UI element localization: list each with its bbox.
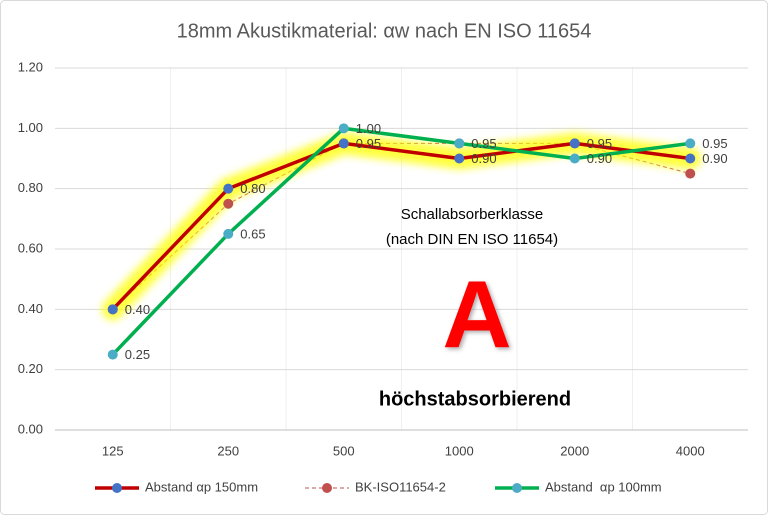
data-label: 0.90 [702,151,727,166]
marker [338,138,349,149]
y-tick-label: 0.20 [18,361,43,376]
data-label: 0.40 [125,302,150,317]
x-tick-label: 125 [102,443,124,458]
y-tick-label: 0.00 [18,421,43,436]
data-label: 0.90 [471,151,496,166]
data-label: 0.25 [125,347,150,362]
series-line [111,126,691,356]
marker [454,138,465,149]
marker [685,138,696,149]
y-tick-label: 0.40 [18,301,43,316]
marker [107,304,118,315]
x-tick-label: 4000 [676,443,705,458]
data-label: 0.95 [702,136,727,151]
legend-marker [322,483,332,493]
legend-marker [512,483,522,493]
marker [338,123,349,134]
chart-title: 18mm Akustikmaterial: αw nach EN ISO 116… [177,20,592,42]
plot-area: 0.00 0.20 0.40 0.60 0.80 1.00 1.20 125 250 500 100… [18,59,748,458]
data-label: 1.00 [356,121,381,136]
marker [223,183,234,194]
x-tick-label: 1000 [445,443,474,458]
annotation: (nach DIN EN ISO 11654) [386,231,558,248]
legend-label: Abstand αp 150mm [145,479,258,494]
y-tick-label: 1.20 [18,59,43,74]
x-tick-label: 250 [217,443,239,458]
legend-label: BK-ISO11654-2 [355,479,446,494]
y-tick-label: 1.00 [18,120,43,135]
data-label: 0.95 [356,136,381,151]
data-label: 0.95 [471,136,496,151]
data-label: 0.95 [587,136,612,151]
x-tick-label: 500 [333,443,355,458]
marker [223,198,234,209]
marker [685,168,696,179]
marker [454,153,465,164]
annotation: Schallabsorberklasse [401,206,544,223]
annotation: höchstabsorbierend [379,388,571,410]
marker [569,153,580,164]
data-label: 0.80 [240,181,265,196]
y-tick-label: 0.60 [18,240,43,255]
y-tick-label: 0.80 [18,180,43,195]
marker [685,153,696,164]
legend-label: Abstand αp 100mm [545,479,662,494]
marker [223,228,234,239]
data-label: 0.90 [587,151,612,166]
x-tick-label: 2000 [560,443,589,458]
marker [107,349,118,360]
marker [569,138,580,149]
series-line [111,141,691,311]
legend-marker [112,483,122,493]
class-letter: A [442,261,511,368]
data-label: 0.65 [240,226,265,241]
